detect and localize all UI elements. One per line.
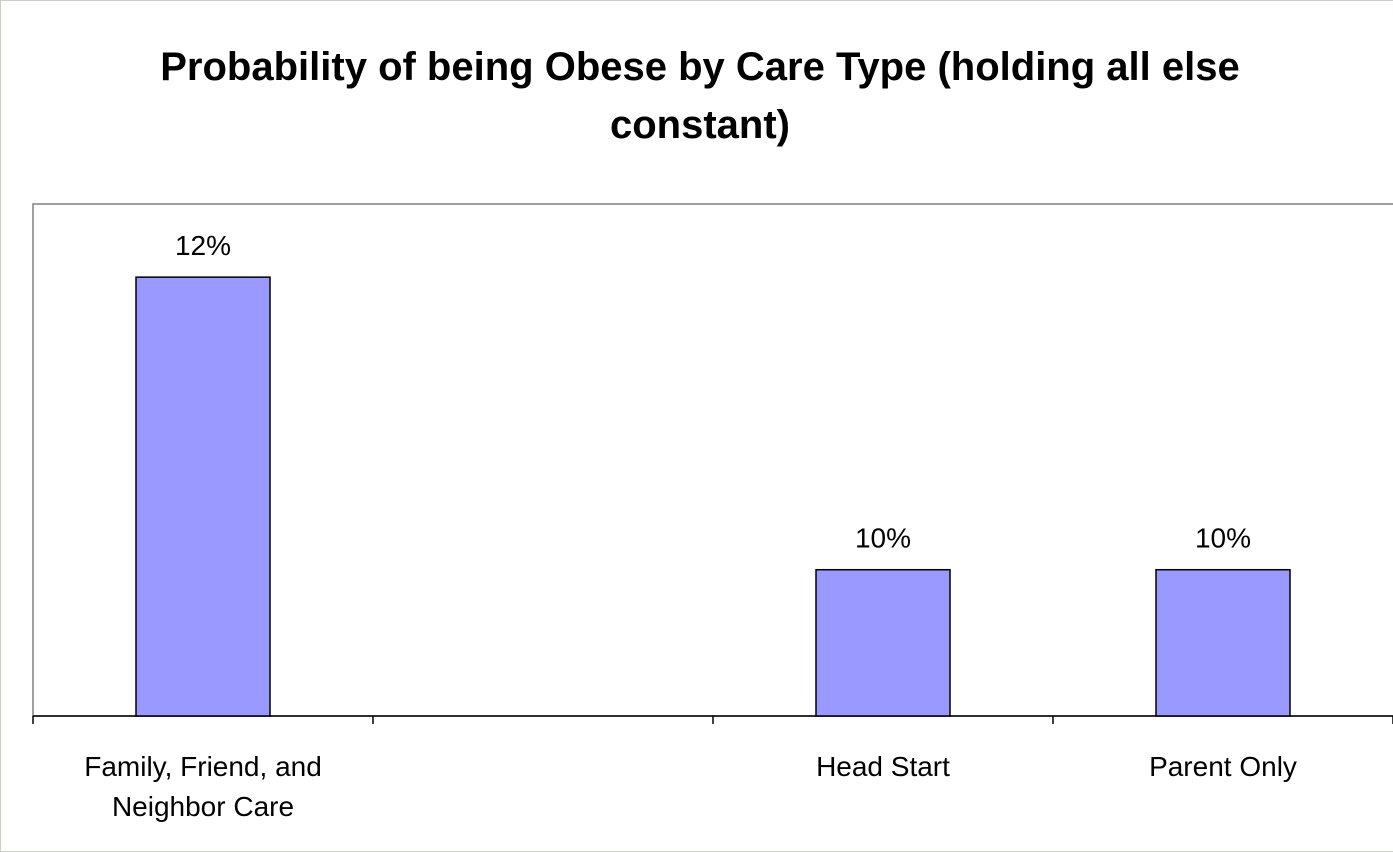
data-label: 10% <box>855 523 911 554</box>
bar <box>1155 568 1291 717</box>
bar <box>815 568 951 717</box>
data-label: 10% <box>1195 523 1251 554</box>
x-tick-label: Head Start <box>816 751 950 782</box>
bar <box>135 276 271 717</box>
x-tick-label: Parent Only <box>1149 751 1297 782</box>
chart-title: Probability of being Obese by Care Type … <box>160 45 1240 147</box>
x-tick-label: Family, Friend, and Neighbor Care <box>84 751 322 822</box>
data-label: 12% <box>175 230 231 261</box>
